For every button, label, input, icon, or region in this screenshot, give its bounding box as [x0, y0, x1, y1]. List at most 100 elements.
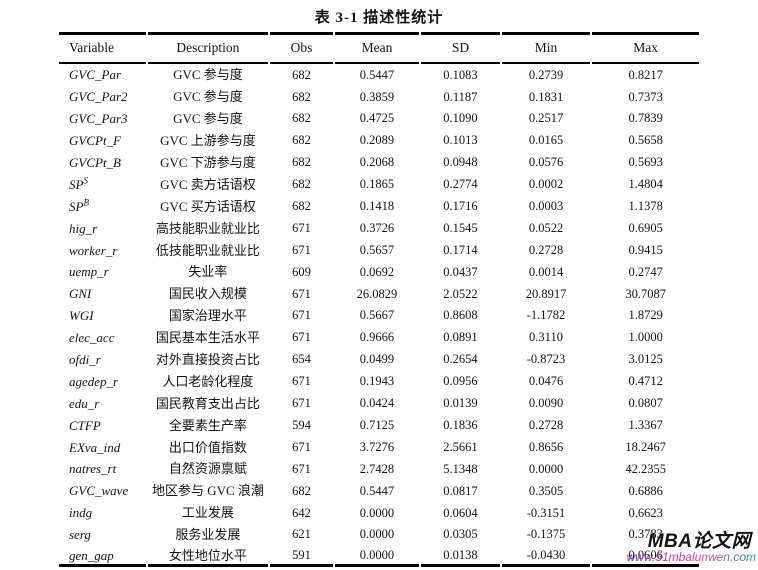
table-row: GVC_wave 地区参与 GVC 浪潮 682 0.5447 0.0817 0… — [59, 480, 699, 502]
table-title: 表 3-1 描述性统计 — [314, 10, 444, 26]
cell-variable: uemp_r — [69, 264, 109, 280]
cell-sd: 0.0891 — [443, 330, 478, 345]
cell-variable: SPB — [69, 197, 89, 214]
cell-variable: GVCPt_B — [69, 155, 121, 170]
cell-description: 对外直接投资占比 — [155, 352, 260, 368]
cell-sd: 2.0522 — [443, 286, 478, 301]
cell-obs: 671 — [292, 396, 311, 411]
cell-sd: 0.8608 — [443, 308, 478, 323]
cell-mean: 0.0000 — [359, 505, 395, 520]
cell-sd: 0.2774 — [443, 177, 478, 192]
cell-max: 1.8729 — [628, 308, 663, 323]
table-row: GVC_Par GVC 参与度 682 0.5447 0.1083 0.2739… — [59, 64, 699, 86]
cell-variable: agedep_r — [69, 373, 119, 389]
table-row: gen_gap 女性地位水平 591 0.0000 0.0138 -0.0430… — [59, 546, 699, 568]
cell-max: 0.4712 — [628, 374, 663, 389]
column-header-max: Max — [592, 32, 699, 64]
cell-sd: 0.0948 — [443, 155, 478, 170]
cell-min: -0.8723 — [526, 352, 566, 367]
column-header-description: Description — [147, 32, 269, 64]
cell-obs: 671 — [292, 461, 311, 476]
cell-mean: 0.5657 — [359, 242, 395, 257]
cell-max: 0.7839 — [628, 111, 663, 126]
table-row: GVC_Par2 GVC 参与度 682 0.3859 0.1187 0.183… — [59, 86, 699, 108]
cell-variable: worker_r — [69, 242, 118, 258]
cell-obs: 682 — [292, 133, 311, 148]
cell-obs: 654 — [292, 352, 311, 367]
cell-sd: 0.0956 — [443, 374, 478, 389]
cell-description: 自然资源禀赋 — [168, 461, 247, 477]
cell-mean: 0.0424 — [359, 396, 395, 411]
cell-mean: 0.0000 — [334, 546, 420, 568]
cell-variable: serg — [69, 527, 91, 543]
cell-mean: 0.3859 — [359, 89, 395, 104]
cell-variable: ofdi_r — [69, 352, 101, 368]
cell-min: 0.2728 — [528, 242, 564, 257]
cell-description: 出口价值指数 — [168, 439, 247, 455]
cell-description: 高技能职业就业比 — [155, 220, 260, 236]
cell-min: 0.0576 — [528, 155, 564, 170]
table-row: CTFP 全要素生产率 594 0.7125 0.1836 0.2728 1.3… — [59, 414, 699, 436]
table-body: GVC_Par GVC 参与度 682 0.5447 0.1083 0.2739… — [59, 64, 699, 568]
watermark-site-name: MBA论文网 — [647, 531, 751, 552]
cell-description: 地区参与 GVC 浪潮 — [151, 483, 264, 499]
cell-sd: 0.2654 — [443, 352, 478, 367]
cell-obs: 682 — [292, 67, 311, 82]
cell-obs: 682 — [292, 483, 311, 498]
cell-mean: 3.7276 — [359, 439, 395, 454]
cell-description: 服务业发展 — [175, 527, 241, 543]
cell-min: 0.2517 — [528, 111, 564, 126]
cell-sd: 0.0604 — [443, 505, 478, 520]
cell-mean: 0.5667 — [359, 308, 395, 323]
table-row: GVCPt_F GVC 上游参与度 682 0.2089 0.1013 0.01… — [59, 130, 699, 152]
cell-max: 0.7373 — [628, 89, 663, 104]
table-row: GVCPt_B GVC 下游参与度 682 0.2068 0.0948 0.05… — [59, 152, 699, 174]
cell-variable: WGI — [69, 308, 94, 324]
cell-max: 0.2747 — [628, 264, 663, 279]
table-header: Variable Description Obs Mean SD Min Max — [59, 32, 699, 64]
table-row: ofdi_r 对外直接投资占比 654 0.0499 0.2654 -0.872… — [59, 349, 699, 371]
table-row: agedep_r 人口老龄化程度 671 0.1943 0.0956 0.047… — [59, 370, 699, 392]
table-row: GNI 国民收入规模 671 26.0829 2.0522 20.8917 30… — [59, 283, 699, 305]
cell-min: 0.8656 — [528, 439, 564, 454]
cell-mean: 0.3726 — [359, 220, 395, 235]
cell-variable: SPS — [69, 175, 88, 192]
cell-description: 人口老龄化程度 — [162, 373, 254, 389]
cell-max: 0.8217 — [628, 67, 663, 82]
cell-description: 全要素生产率 — [168, 417, 247, 433]
cell-max: 1.4804 — [628, 177, 663, 192]
cell-obs: 621 — [292, 527, 311, 542]
cell-max: 30.7087 — [625, 286, 666, 301]
table-row: hig_r 高技能职业就业比 671 0.3726 0.1545 0.0522 … — [59, 217, 699, 239]
cell-obs: 591 — [270, 546, 333, 568]
cell-obs: 671 — [292, 308, 311, 323]
cell-obs: 682 — [292, 155, 311, 170]
cell-max: 1.3367 — [628, 417, 663, 432]
cell-mean: 2.7428 — [359, 461, 395, 476]
cell-min: 20.8917 — [525, 286, 567, 301]
cell-sd: 0.1083 — [443, 67, 478, 82]
cell-variable: EXva_ind — [69, 439, 121, 455]
cell-description: 女性地位水平 — [147, 546, 269, 568]
cell-mean: 0.2089 — [359, 133, 395, 148]
cell-min: 0.2728 — [528, 417, 564, 432]
column-header-sd: SD — [421, 32, 500, 64]
watermark-site-url: www.51mbalunwen.com — [626, 550, 756, 564]
cell-variable: CTFP — [69, 417, 101, 433]
cell-description: GVC 下游参与度 — [160, 155, 256, 170]
cell-description: 国民教育支出占比 — [155, 395, 260, 411]
cell-sd: 0.1090 — [443, 111, 478, 126]
cell-sd: 0.1714 — [443, 242, 478, 257]
cell-max: 0.6905 — [628, 220, 663, 235]
cell-variable: edu_r — [69, 395, 100, 411]
cell-obs: 682 — [292, 199, 311, 214]
cell-max: 1.1378 — [628, 199, 663, 214]
cell-variable: natres_rt — [69, 461, 117, 477]
cell-mean: 0.9666 — [359, 330, 395, 345]
cell-obs: 682 — [292, 111, 311, 126]
cell-min: 0.2739 — [528, 67, 564, 82]
cell-min: 0.3110 — [529, 330, 563, 345]
cell-mean: 0.0692 — [359, 264, 395, 279]
cell-mean: 0.1418 — [359, 199, 395, 214]
cell-obs: 682 — [292, 89, 311, 104]
